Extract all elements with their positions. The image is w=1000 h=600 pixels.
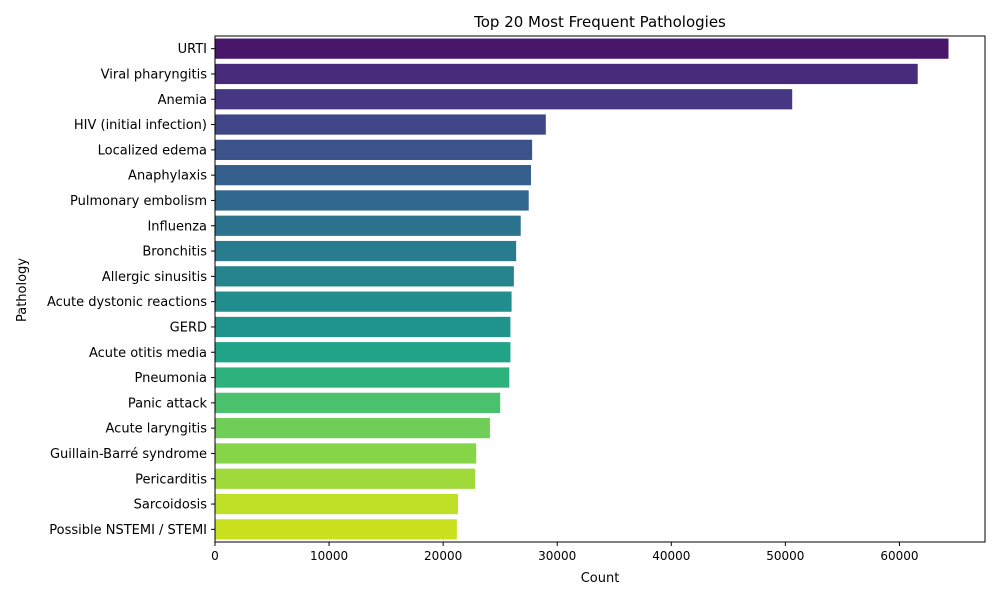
category-label: Acute laryngitis	[106, 422, 208, 437]
category-label: HIV (initial infection)	[74, 118, 207, 133]
category-label: Pericarditis	[135, 472, 207, 487]
category-label: Guillain-Barré syndrome	[50, 447, 207, 462]
bar-4	[215, 139, 533, 160]
x-tick-label: 40000	[652, 549, 690, 563]
category-labels: URTI Viral pharyngitis Anemia HIV (initial …	[47, 42, 215, 538]
category-label: Influenza	[147, 219, 207, 234]
bar-3	[215, 114, 546, 135]
bar-6	[215, 190, 529, 211]
bar-0	[215, 38, 949, 59]
bar-12	[215, 342, 511, 363]
category-label: Bronchitis	[142, 245, 207, 260]
bar-9	[215, 266, 514, 287]
category-label: Allergic sinusitis	[102, 270, 207, 285]
category-label: Localized edema	[98, 143, 207, 158]
bars-group	[215, 38, 949, 540]
x-tick-label: 0	[211, 549, 219, 563]
bar-1	[215, 63, 918, 85]
bar-19	[215, 519, 457, 540]
x-tick-label: 30000	[538, 549, 576, 563]
bar-14	[215, 392, 501, 413]
bar-2	[215, 89, 793, 110]
y-axis-label: Pathology	[15, 258, 30, 322]
bar-18	[215, 493, 458, 515]
bar-5	[215, 165, 531, 186]
category-label: Anemia	[158, 93, 207, 108]
category-label: Anaphylaxis	[128, 169, 207, 184]
bar-15	[215, 418, 490, 439]
x-tick-label: 60000	[880, 549, 918, 563]
x-ticks: 0 10000 20000 30000 40000 50000 60000	[211, 542, 919, 563]
category-label: Acute dystonic reactions	[47, 295, 207, 310]
x-axis-label: Count	[581, 571, 620, 586]
bar-8	[215, 240, 517, 262]
chart-title: Top 20 Most Frequent Pathologies	[473, 13, 726, 31]
category-label: Sarcoidosis	[134, 498, 208, 513]
bar-13	[215, 367, 510, 388]
bar-16	[215, 443, 477, 464]
x-tick-label: 50000	[766, 549, 804, 563]
category-label: Panic attack	[128, 396, 208, 411]
category-label: Acute otitis media	[89, 346, 207, 361]
plot-frame	[214, 35, 986, 543]
category-label: GERD	[170, 320, 207, 335]
x-tick-label: 10000	[310, 549, 348, 563]
bar-17	[215, 468, 476, 489]
bar-10	[215, 291, 512, 312]
category-label: Possible NSTEMI / STEMI	[49, 523, 207, 538]
bar-7	[215, 215, 521, 236]
category-label: Pulmonary embolism	[70, 194, 207, 209]
category-label: Pneumonia	[134, 371, 207, 386]
bar-11	[215, 316, 511, 338]
category-label: URTI	[178, 42, 207, 57]
x-tick-label: 20000	[424, 549, 462, 563]
category-label: Viral pharyngitis	[101, 67, 208, 82]
